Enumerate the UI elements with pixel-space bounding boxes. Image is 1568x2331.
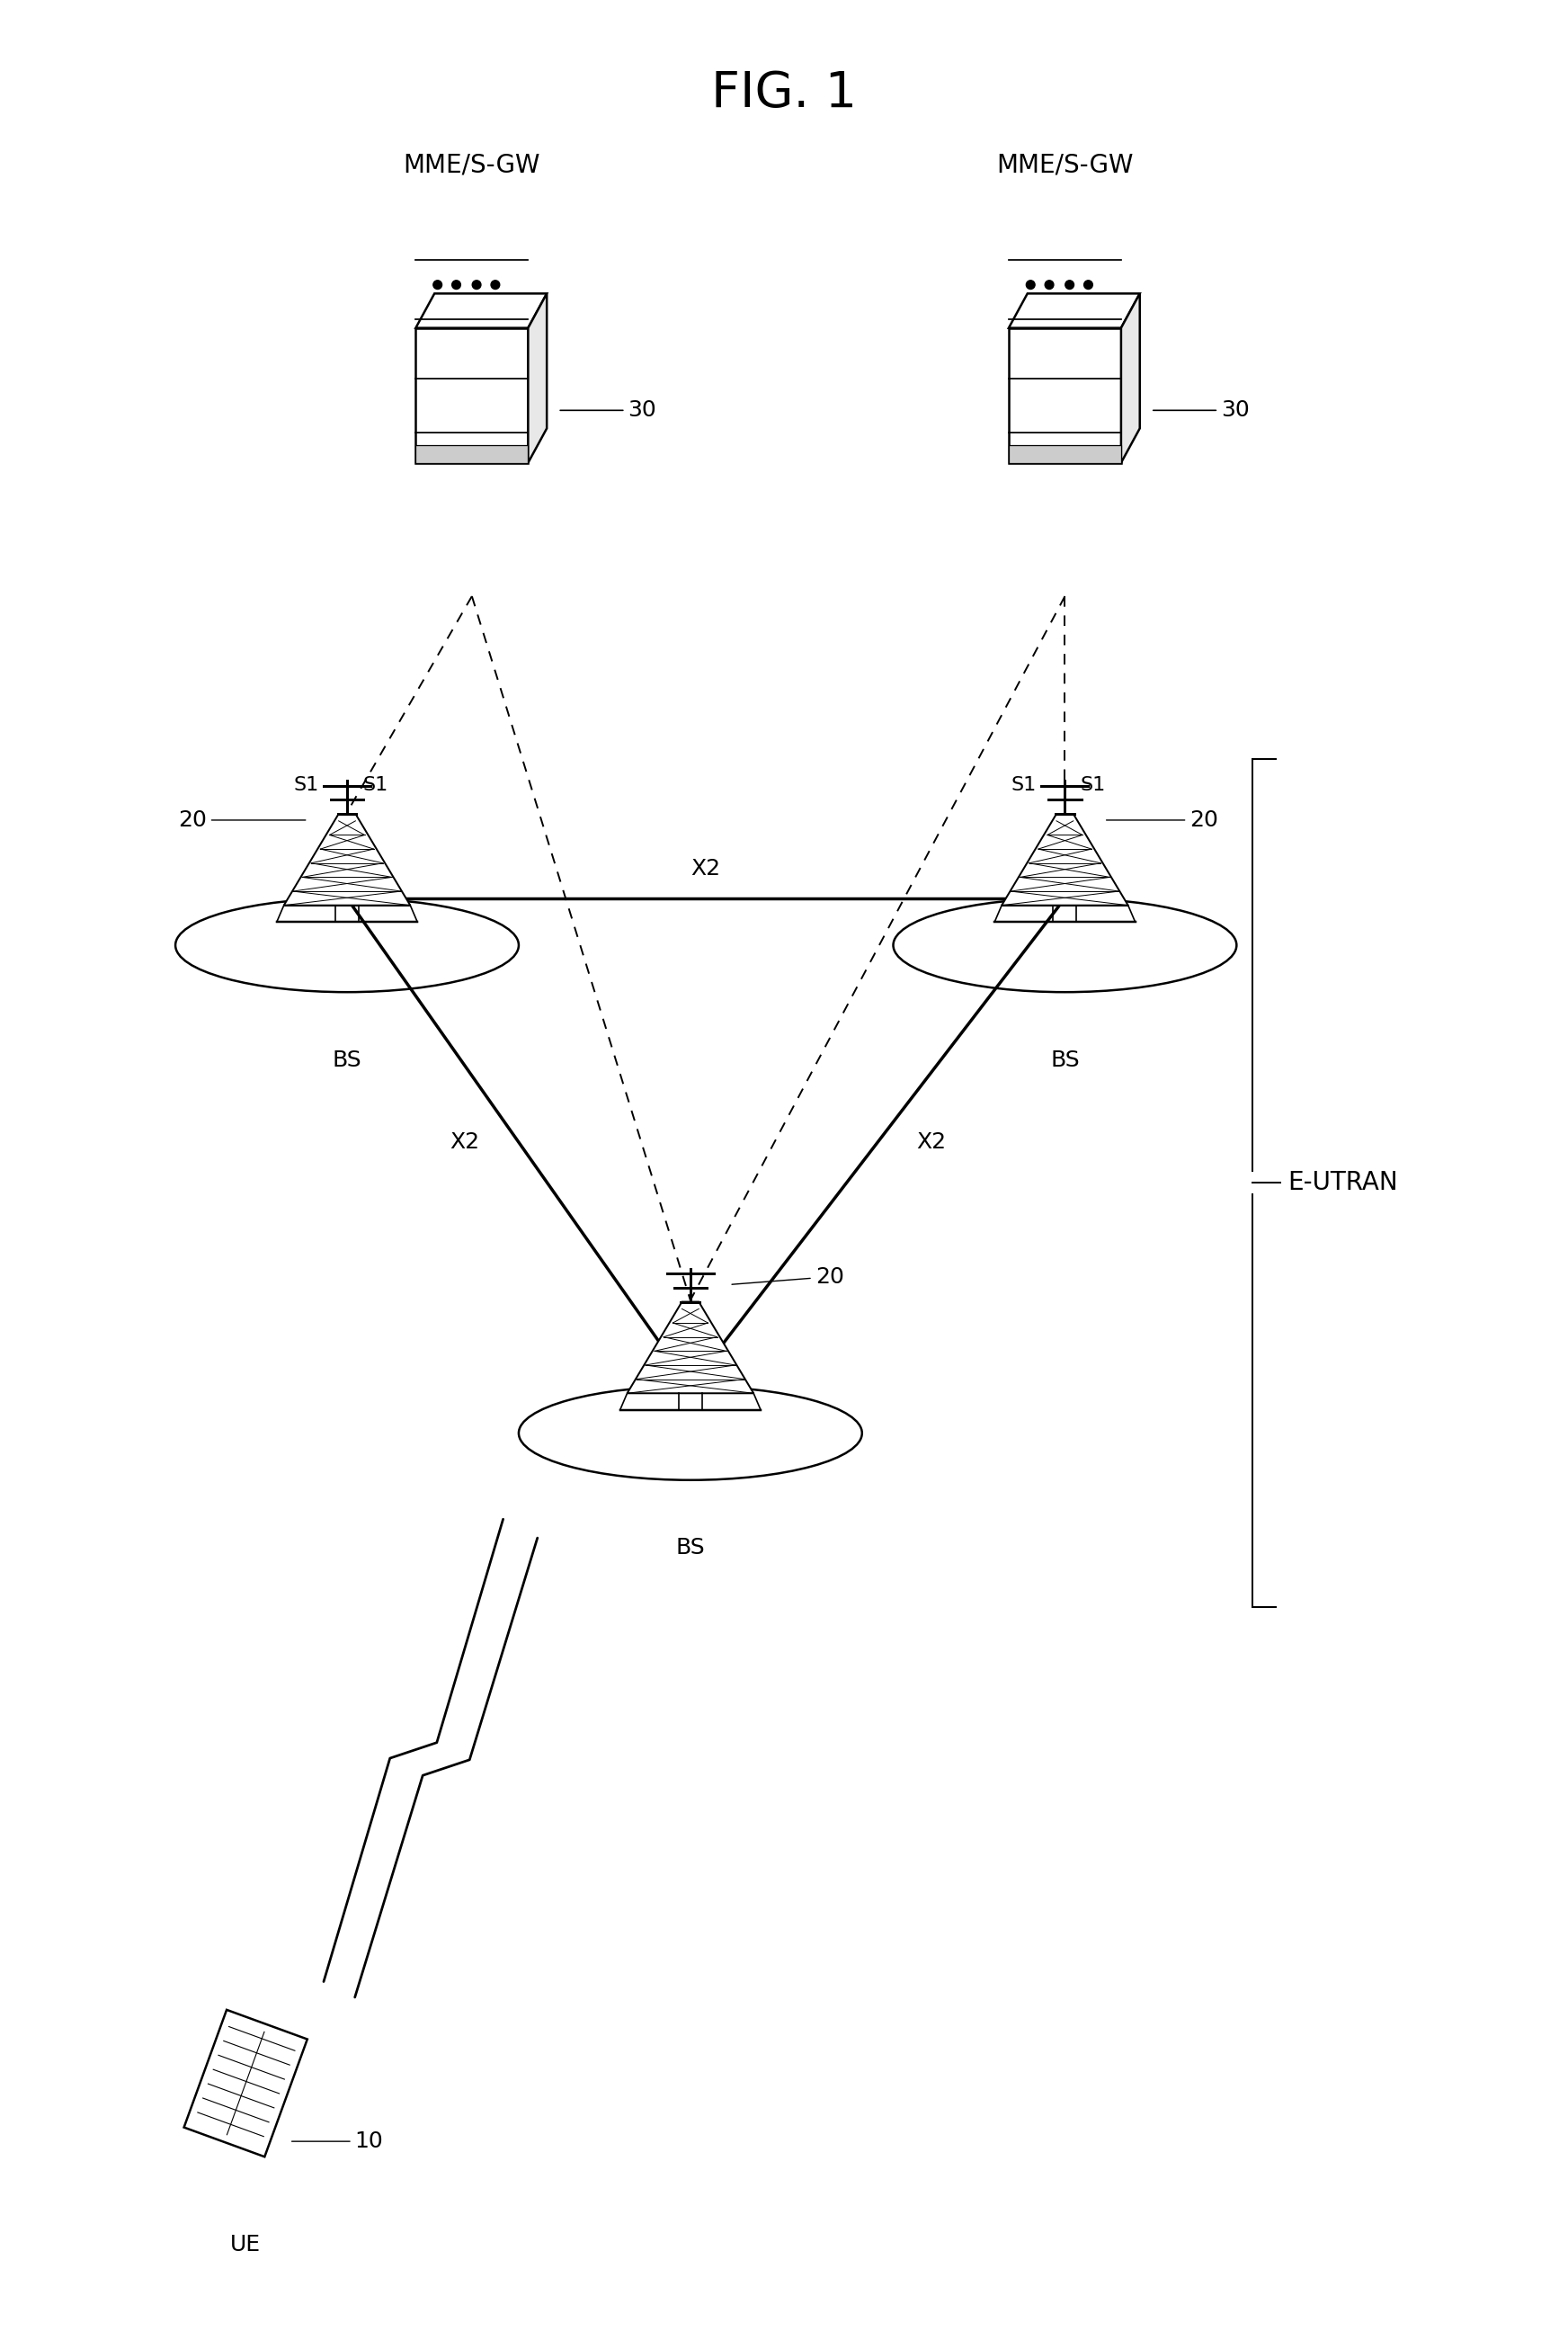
Polygon shape [284, 814, 411, 904]
Text: 10: 10 [292, 2131, 384, 2152]
Bar [1008, 329, 1121, 464]
Text: S1: S1 [1011, 776, 1036, 795]
Bar [416, 329, 528, 464]
Bar [416, 445, 528, 464]
Text: S1: S1 [362, 776, 387, 795]
Polygon shape [528, 294, 547, 464]
Circle shape [1065, 280, 1074, 289]
Text: S1: S1 [293, 776, 318, 795]
Text: E-UTRAN: E-UTRAN [1287, 1170, 1397, 1196]
Ellipse shape [176, 897, 519, 993]
Ellipse shape [519, 1387, 862, 1480]
Polygon shape [1002, 814, 1127, 904]
Ellipse shape [894, 897, 1237, 993]
Text: X2: X2 [450, 1131, 480, 1154]
Circle shape [1083, 280, 1093, 289]
Polygon shape [183, 2009, 307, 2156]
Text: X2: X2 [917, 1131, 947, 1154]
Bar [1008, 445, 1121, 464]
Polygon shape [627, 1301, 754, 1394]
Polygon shape [1121, 294, 1140, 464]
Text: 20: 20 [1107, 809, 1218, 830]
Text: 20: 20 [177, 809, 306, 830]
Text: BS: BS [1051, 1049, 1079, 1070]
Text: S1: S1 [1080, 776, 1105, 795]
Circle shape [1044, 280, 1054, 289]
Text: BS: BS [332, 1049, 362, 1070]
Text: 20: 20 [732, 1266, 844, 1287]
Circle shape [452, 280, 461, 289]
Text: 30: 30 [560, 399, 657, 422]
Text: X2: X2 [691, 858, 721, 879]
Circle shape [491, 280, 500, 289]
Text: UE: UE [230, 2235, 260, 2256]
Text: 30: 30 [1152, 399, 1250, 422]
Text: BS: BS [676, 1536, 706, 1559]
Circle shape [433, 280, 442, 289]
Polygon shape [416, 294, 547, 329]
Text: MME/S-GW: MME/S-GW [403, 154, 541, 177]
Text: FIG. 1: FIG. 1 [712, 70, 856, 117]
Polygon shape [1008, 294, 1140, 329]
Circle shape [472, 280, 481, 289]
Circle shape [1025, 280, 1035, 289]
Text: MME/S-GW: MME/S-GW [996, 154, 1134, 177]
